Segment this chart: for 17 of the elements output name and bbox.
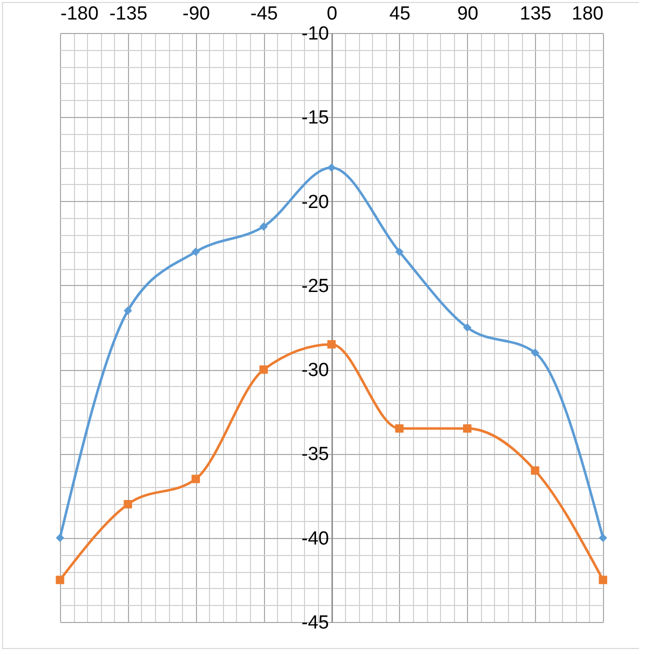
x-tick-label: 0 bbox=[326, 4, 338, 24]
y-tick-label: -25 bbox=[302, 276, 329, 297]
x-tick-label: -90 bbox=[182, 4, 210, 24]
y-tick-label: -35 bbox=[302, 444, 329, 466]
x-tick-label: -180 bbox=[60, 4, 99, 24]
x-tick-label: 135 bbox=[520, 4, 552, 24]
x-tick-label: 45 bbox=[389, 4, 410, 24]
x-tick-label: 180 bbox=[572, 4, 604, 24]
y-tick-label: -20 bbox=[302, 192, 329, 213]
y-tick-label: -45 bbox=[302, 612, 329, 634]
y-tick-label: -30 bbox=[302, 360, 329, 382]
y-tick-label: -40 bbox=[302, 528, 329, 550]
y-tick-label: -15 bbox=[302, 108, 329, 129]
x-tick-label: 90 bbox=[457, 4, 478, 24]
y-tick-label: -10 bbox=[302, 24, 329, 44]
x-tick-label: -135 bbox=[109, 4, 148, 24]
x-tick-label: -45 bbox=[250, 4, 278, 24]
